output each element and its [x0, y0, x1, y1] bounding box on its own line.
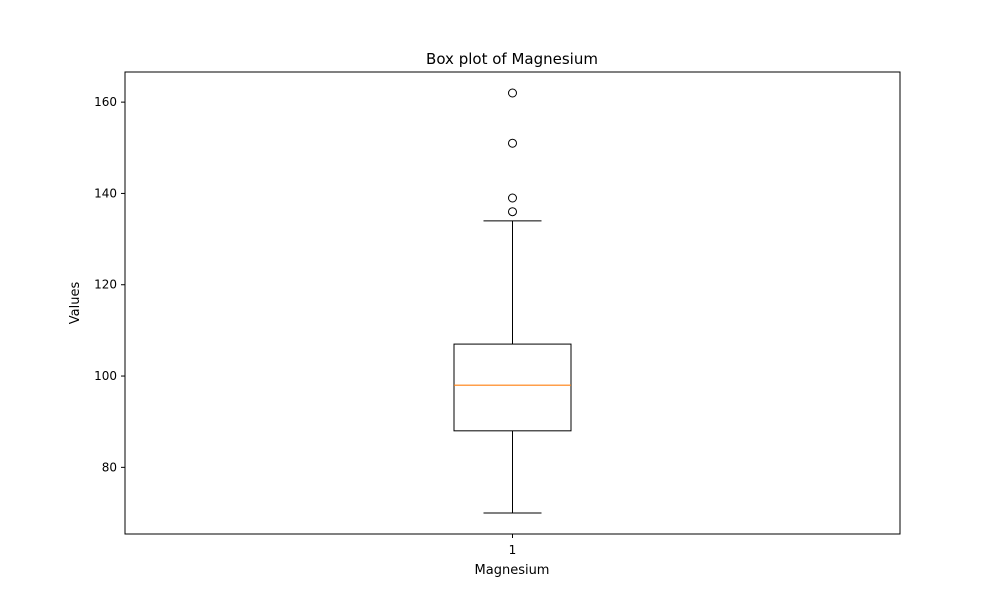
outlier-point — [508, 88, 517, 98]
iqr-box — [453, 343, 572, 432]
boxes-layer — [453, 88, 572, 514]
chart-title: Box plot of Magnesium — [426, 50, 598, 68]
outlier-point — [508, 193, 517, 203]
x-tick-label: 1 — [509, 543, 517, 557]
x-axis: 1 — [509, 534, 517, 557]
outlier-point — [508, 207, 517, 217]
outlier-point — [508, 138, 517, 148]
y-tick-label: 80 — [102, 460, 117, 474]
x-axis-label: Magnesium — [475, 563, 550, 578]
box-group — [453, 88, 572, 514]
y-tick-label: 160 — [94, 95, 117, 109]
y-axis: 80 100 120 140 160 — [94, 95, 125, 474]
y-tick-label: 140 — [94, 186, 117, 200]
y-tick-label: 100 — [94, 369, 117, 383]
y-axis-label: Values — [68, 282, 83, 325]
y-tick-label: 120 — [94, 278, 117, 292]
